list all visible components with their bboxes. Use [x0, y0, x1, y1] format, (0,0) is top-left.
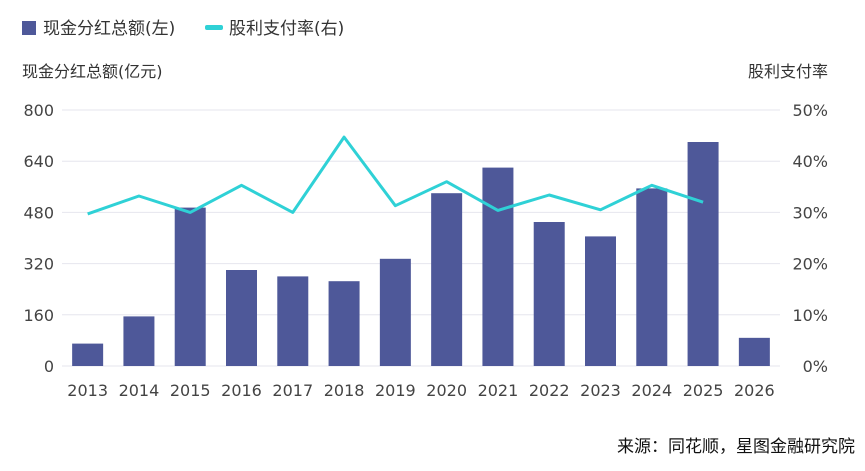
- y-left-tick-label: 0: [44, 357, 54, 376]
- bar: [636, 188, 668, 366]
- x-tick-label: 2024: [631, 381, 672, 400]
- legend: 现金分红总额(左) 股利支付率(右): [22, 19, 344, 39]
- y-left-tick-label: 800: [23, 101, 54, 120]
- bar: [277, 276, 309, 366]
- x-tick-label: 2021: [478, 381, 519, 400]
- y-left-tick-label: 640: [23, 152, 54, 171]
- bar-layer: [72, 142, 770, 366]
- bar: [585, 236, 616, 366]
- x-tick-label: 2018: [324, 381, 365, 400]
- y-left-axis-title: 现金分红总额(亿元): [22, 62, 163, 81]
- legend-label-bar: 现金分红总额(左): [43, 19, 175, 39]
- x-tick-label: 2026: [734, 381, 775, 400]
- grid-layer: [62, 109, 780, 367]
- x-tick-label: 2014: [119, 381, 160, 400]
- tick-layer: 0 0% 160 10% 320 20% 480 30% 640 40% 800 50% 2013 201…: [23, 101, 828, 400]
- y-right-tick-label: 0%: [803, 357, 828, 376]
- bar: [123, 316, 155, 366]
- y-right-tick-label: 40%: [792, 152, 828, 171]
- bar: [226, 270, 257, 366]
- bar: [379, 258, 411, 366]
- bar: [738, 337, 770, 366]
- payout-ratio-line: [87, 135, 704, 216]
- line-layer: [87, 135, 704, 216]
- y-right-tick-label: 50%: [792, 101, 828, 120]
- bar: [687, 142, 719, 366]
- bar: [174, 207, 206, 366]
- bar: [328, 281, 360, 366]
- x-tick-label: 2025: [683, 381, 724, 400]
- bar: [482, 167, 514, 366]
- bar: [533, 222, 565, 366]
- x-tick-label: 2022: [529, 381, 570, 400]
- legend-swatch-line: [205, 25, 223, 30]
- x-tick-label: 2019: [375, 381, 416, 400]
- x-tick-label: 2017: [272, 381, 313, 400]
- x-tick-label: 2020: [426, 381, 467, 400]
- x-tick-label: 2015: [170, 381, 211, 400]
- y-left-tick-label: 480: [23, 203, 54, 222]
- y-right-tick-label: 10%: [792, 306, 828, 325]
- x-tick-label: 2013: [67, 381, 108, 400]
- y-right-tick-label: 20%: [792, 255, 828, 274]
- y-right-tick-label: 30%: [792, 203, 828, 222]
- bar: [431, 193, 463, 366]
- x-tick-label: 2016: [221, 381, 262, 400]
- source-note: 来源：同花顺，星图金融研究院: [617, 437, 855, 457]
- legend-swatch-bar: [22, 21, 36, 35]
- y-left-tick-label: 320: [23, 255, 54, 274]
- bar: [72, 343, 104, 366]
- y-left-tick-label: 160: [23, 306, 54, 325]
- x-tick-label: 2023: [580, 381, 621, 400]
- legend-label-line: 股利支付率(右): [229, 19, 344, 39]
- y-right-axis-title: 股利支付率: [748, 62, 828, 81]
